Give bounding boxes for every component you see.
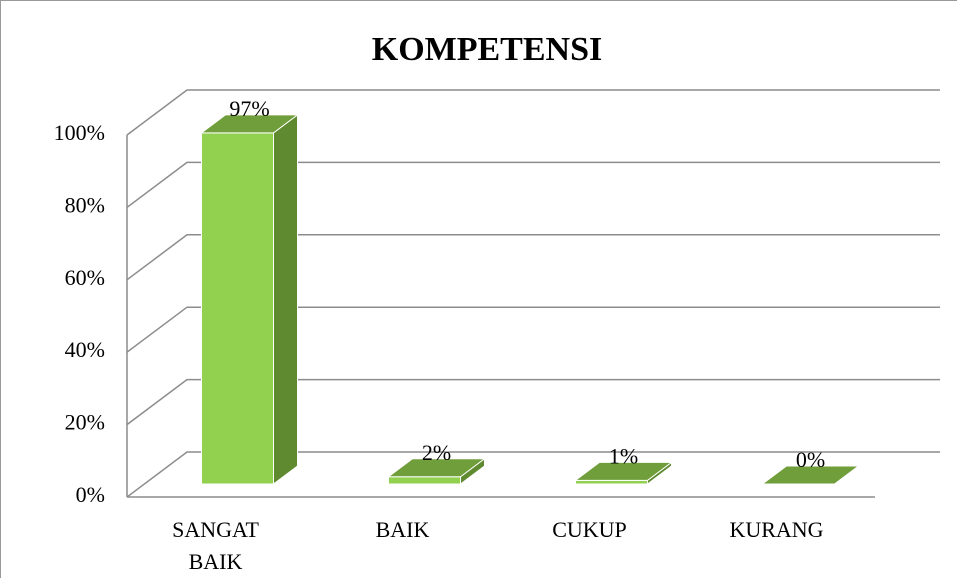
- bar: [575, 479, 648, 485]
- chart-title: KOMPETENSI: [372, 31, 602, 68]
- y-tick-label: 40%: [65, 337, 105, 362]
- y-tick-label: 80%: [65, 192, 105, 217]
- grid-line: [126, 234, 940, 281]
- y-tick-label: 0%: [76, 482, 105, 507]
- x-tick-label: KURANG: [729, 517, 824, 542]
- y-tick-label: 100%: [54, 120, 105, 145]
- bar-side: [273, 113, 298, 485]
- bar-top: [761, 465, 860, 485]
- grid-line: [126, 161, 940, 208]
- bar-top: [574, 461, 673, 481]
- bar-top: [387, 458, 486, 478]
- data-label: 0%: [796, 447, 825, 472]
- bar: [201, 132, 274, 485]
- grid-line: [126, 451, 940, 498]
- grid-line: [126, 378, 940, 426]
- y-tick-label: 60%: [65, 265, 105, 290]
- x-tick-label: CUKUP: [552, 517, 627, 542]
- bar-top: [200, 114, 299, 134]
- y-tick-label: 20%: [65, 410, 105, 435]
- grid-line: [126, 306, 940, 353]
- data-label: 2%: [422, 440, 451, 465]
- grid-line: [126, 89, 940, 136]
- data-label: 97%: [229, 96, 269, 121]
- x-tick-label: BAIK: [375, 517, 430, 542]
- x-tick-label: SANGAT BAIK: [172, 517, 259, 574]
- bar: [388, 476, 461, 485]
- data-label: 1%: [609, 443, 638, 468]
